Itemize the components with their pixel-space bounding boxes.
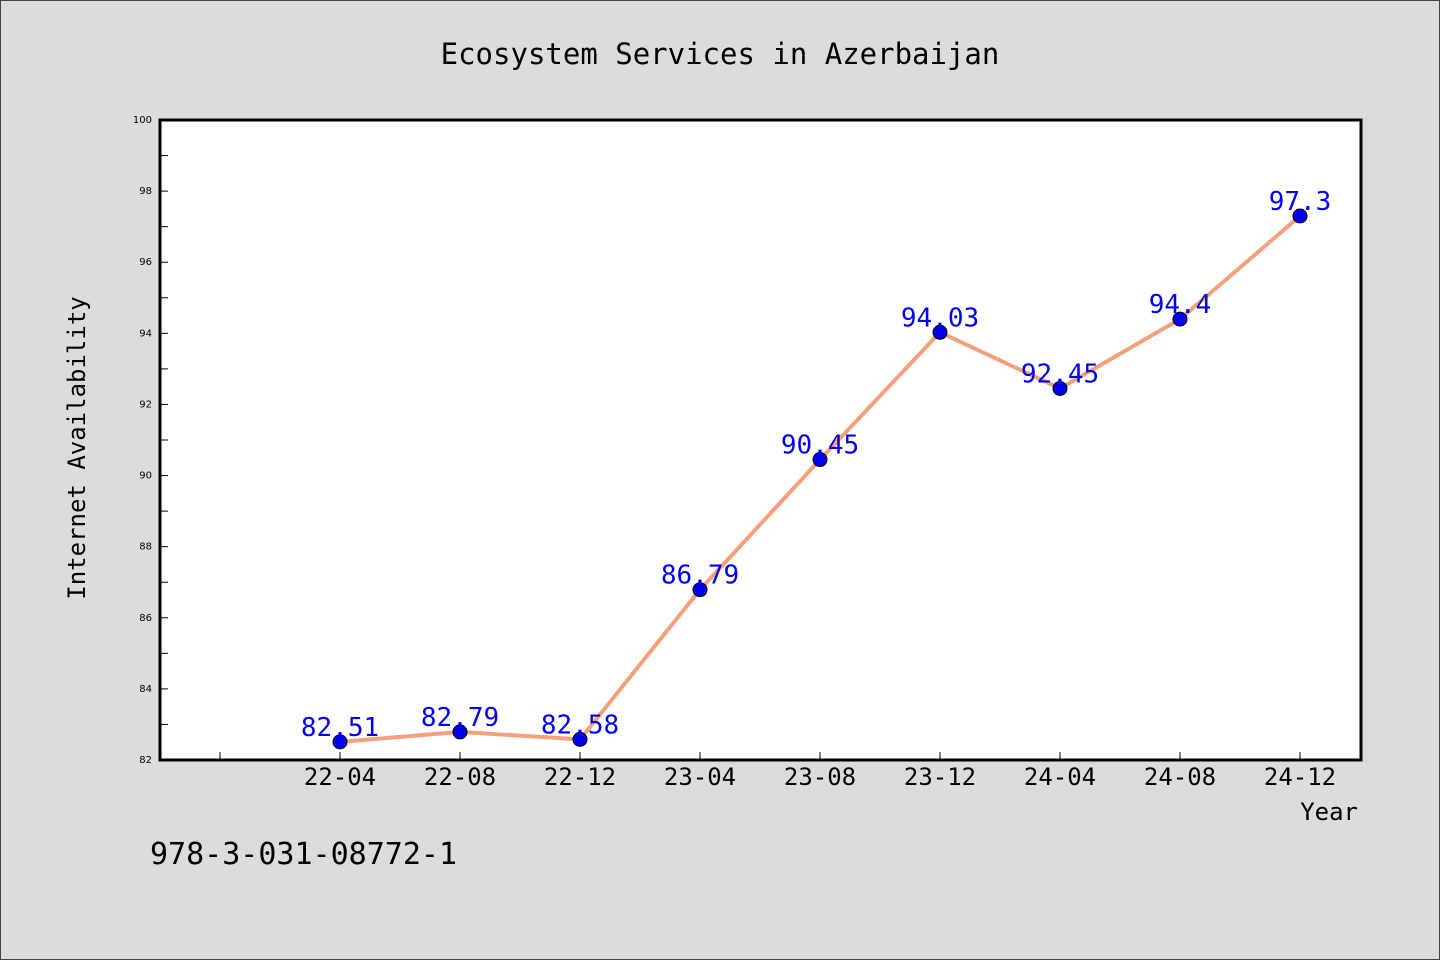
y-tick-label: 98 <box>139 186 152 197</box>
data-point <box>452 724 468 740</box>
data-label: 82.58 <box>541 710 619 740</box>
data-point <box>1172 311 1188 327</box>
data-point <box>692 582 708 598</box>
data-label: 86.79 <box>661 561 739 591</box>
y-axis-title: Internet Availability <box>63 296 91 599</box>
plot-area <box>158 118 1363 762</box>
x-tick-label: 23-12 <box>904 763 976 791</box>
data-label: 94.4 <box>1149 290 1212 320</box>
data-label: 92.45 <box>1021 359 1099 389</box>
x-tick-label: 23-04 <box>664 763 736 791</box>
x-tick-label: 22-04 <box>304 763 376 791</box>
data-labels: 82.51 82.79 82.58 86.79 90.45 94.03 92.45 94.4 9… <box>301 187 1331 743</box>
y-tick-label: 96 <box>139 257 152 268</box>
x-axis-ticks: 22-04 22-08 22-12 23-04 23-08 23-12 24-04 24-08… <box>219 752 1336 791</box>
data-label: 82.79 <box>421 703 499 733</box>
data-point <box>1292 208 1308 224</box>
data-label: 94.03 <box>901 303 979 333</box>
y-tick-label: 90 <box>139 471 152 482</box>
x-tick-label: 24-12 <box>1264 763 1336 791</box>
x-tick-label: 22-12 <box>544 763 616 791</box>
x-tick-label: 23-08 <box>784 763 856 791</box>
data-label: 82.51 <box>301 713 379 743</box>
data-label: 97.3 <box>1269 187 1332 217</box>
y-tick-label: 82 <box>139 755 152 766</box>
data-point <box>332 734 348 750</box>
x-tick-label: 22-08 <box>424 763 496 791</box>
y-tick-label: 86 <box>139 613 152 624</box>
x-tick-label: 24-08 <box>1144 763 1216 791</box>
y-tick-label: 100 <box>133 115 152 126</box>
series-group <box>332 208 1308 750</box>
x-tick-label: 24-04 <box>1024 763 1096 791</box>
chart-title: Ecosystem Services in Azerbaijan <box>441 37 1000 71</box>
y-tick-label: 94 <box>139 328 152 339</box>
data-point <box>572 731 588 747</box>
data-label: 90.45 <box>781 431 859 461</box>
y-axis-ticks: 82 84 86 88 90 92 94 96 98 100 <box>133 115 168 766</box>
y-tick-label: 88 <box>139 542 152 553</box>
y-tick-label: 92 <box>139 399 152 410</box>
data-point <box>932 324 948 340</box>
data-point <box>812 452 828 468</box>
x-axis-title: Year <box>1300 798 1358 826</box>
data-point <box>1052 380 1068 396</box>
isbn-text: 978-3-031-08772-1 <box>150 837 457 872</box>
y-tick-label: 84 <box>139 684 152 695</box>
